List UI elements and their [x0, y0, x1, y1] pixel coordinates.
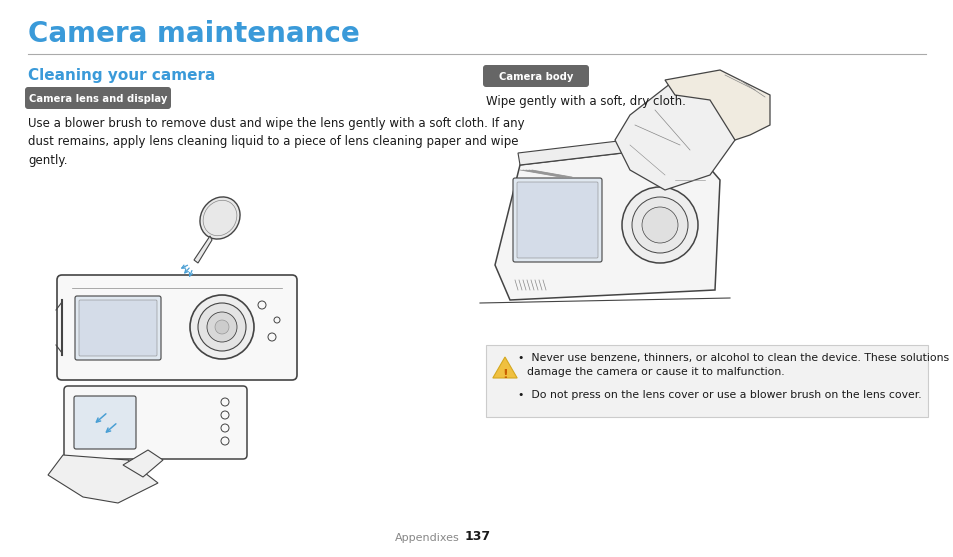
FancyBboxPatch shape [517, 182, 598, 258]
Text: Camera maintenance: Camera maintenance [28, 20, 359, 48]
Circle shape [214, 320, 229, 334]
FancyBboxPatch shape [75, 296, 161, 360]
FancyBboxPatch shape [79, 300, 157, 356]
Circle shape [190, 295, 253, 359]
Text: Appendixes: Appendixes [395, 533, 459, 543]
Polygon shape [193, 236, 212, 263]
Circle shape [198, 303, 246, 351]
FancyBboxPatch shape [485, 345, 927, 417]
Polygon shape [664, 70, 769, 140]
Polygon shape [615, 80, 734, 190]
Text: Camera body: Camera body [498, 71, 573, 81]
FancyBboxPatch shape [74, 396, 136, 449]
Text: Cleaning your camera: Cleaning your camera [28, 68, 215, 83]
Text: damage the camera or cause it to malfunction.: damage the camera or cause it to malfunc… [526, 367, 783, 377]
FancyBboxPatch shape [25, 87, 171, 109]
Polygon shape [493, 357, 517, 378]
Circle shape [679, 135, 689, 145]
FancyBboxPatch shape [513, 178, 601, 262]
Circle shape [207, 312, 236, 342]
FancyBboxPatch shape [64, 386, 247, 459]
Polygon shape [123, 450, 163, 477]
Circle shape [641, 207, 678, 243]
Polygon shape [495, 145, 720, 300]
FancyBboxPatch shape [482, 65, 588, 87]
Circle shape [631, 197, 687, 253]
Text: Wipe gently with a soft, dry cloth.: Wipe gently with a soft, dry cloth. [485, 95, 685, 108]
Text: !: ! [501, 369, 507, 382]
Text: •  Do not press on the lens cover or use a blower brush on the lens cover.: • Do not press on the lens cover or use … [517, 390, 921, 400]
Text: Camera lens and display: Camera lens and display [29, 94, 167, 104]
FancyBboxPatch shape [57, 275, 296, 380]
Polygon shape [48, 455, 158, 503]
Text: •  Never use benzene, thinners, or alcohol to clean the device. These solutions : • Never use benzene, thinners, or alcoho… [517, 353, 953, 363]
Text: 137: 137 [464, 530, 491, 543]
Circle shape [621, 187, 698, 263]
Polygon shape [517, 133, 689, 165]
Ellipse shape [200, 197, 240, 239]
Text: Use a blower brush to remove dust and wipe the lens gently with a soft cloth. If: Use a blower brush to remove dust and wi… [28, 117, 524, 167]
